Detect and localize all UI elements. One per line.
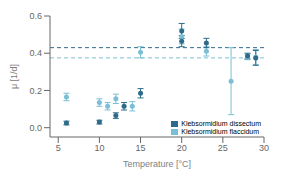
svg-text:μ [1/d]: μ [1/d] [9,64,19,89]
svg-text:10: 10 [94,143,104,153]
html-text:Klebsormidium flaccidum: Klebsormidium flaccidum [181,128,260,135]
svg-text:0.0: 0.0 [29,123,42,133]
svg-text:0.6: 0.6 [29,11,42,21]
svg-text:30: 30 [259,143,269,153]
svg-text:5: 5 [56,143,61,153]
svg-text:15: 15 [136,143,146,153]
html-text:Klebsormidium dissectum: Klebsormidium dissectum [181,120,261,127]
svg-text:Temperature [°C]: Temperature [°C] [123,159,191,169]
svg-text:20: 20 [177,143,187,153]
svg-text:0.2: 0.2 [29,86,42,96]
svg-text:25: 25 [218,143,228,153]
svg-text:0.4: 0.4 [29,48,42,58]
